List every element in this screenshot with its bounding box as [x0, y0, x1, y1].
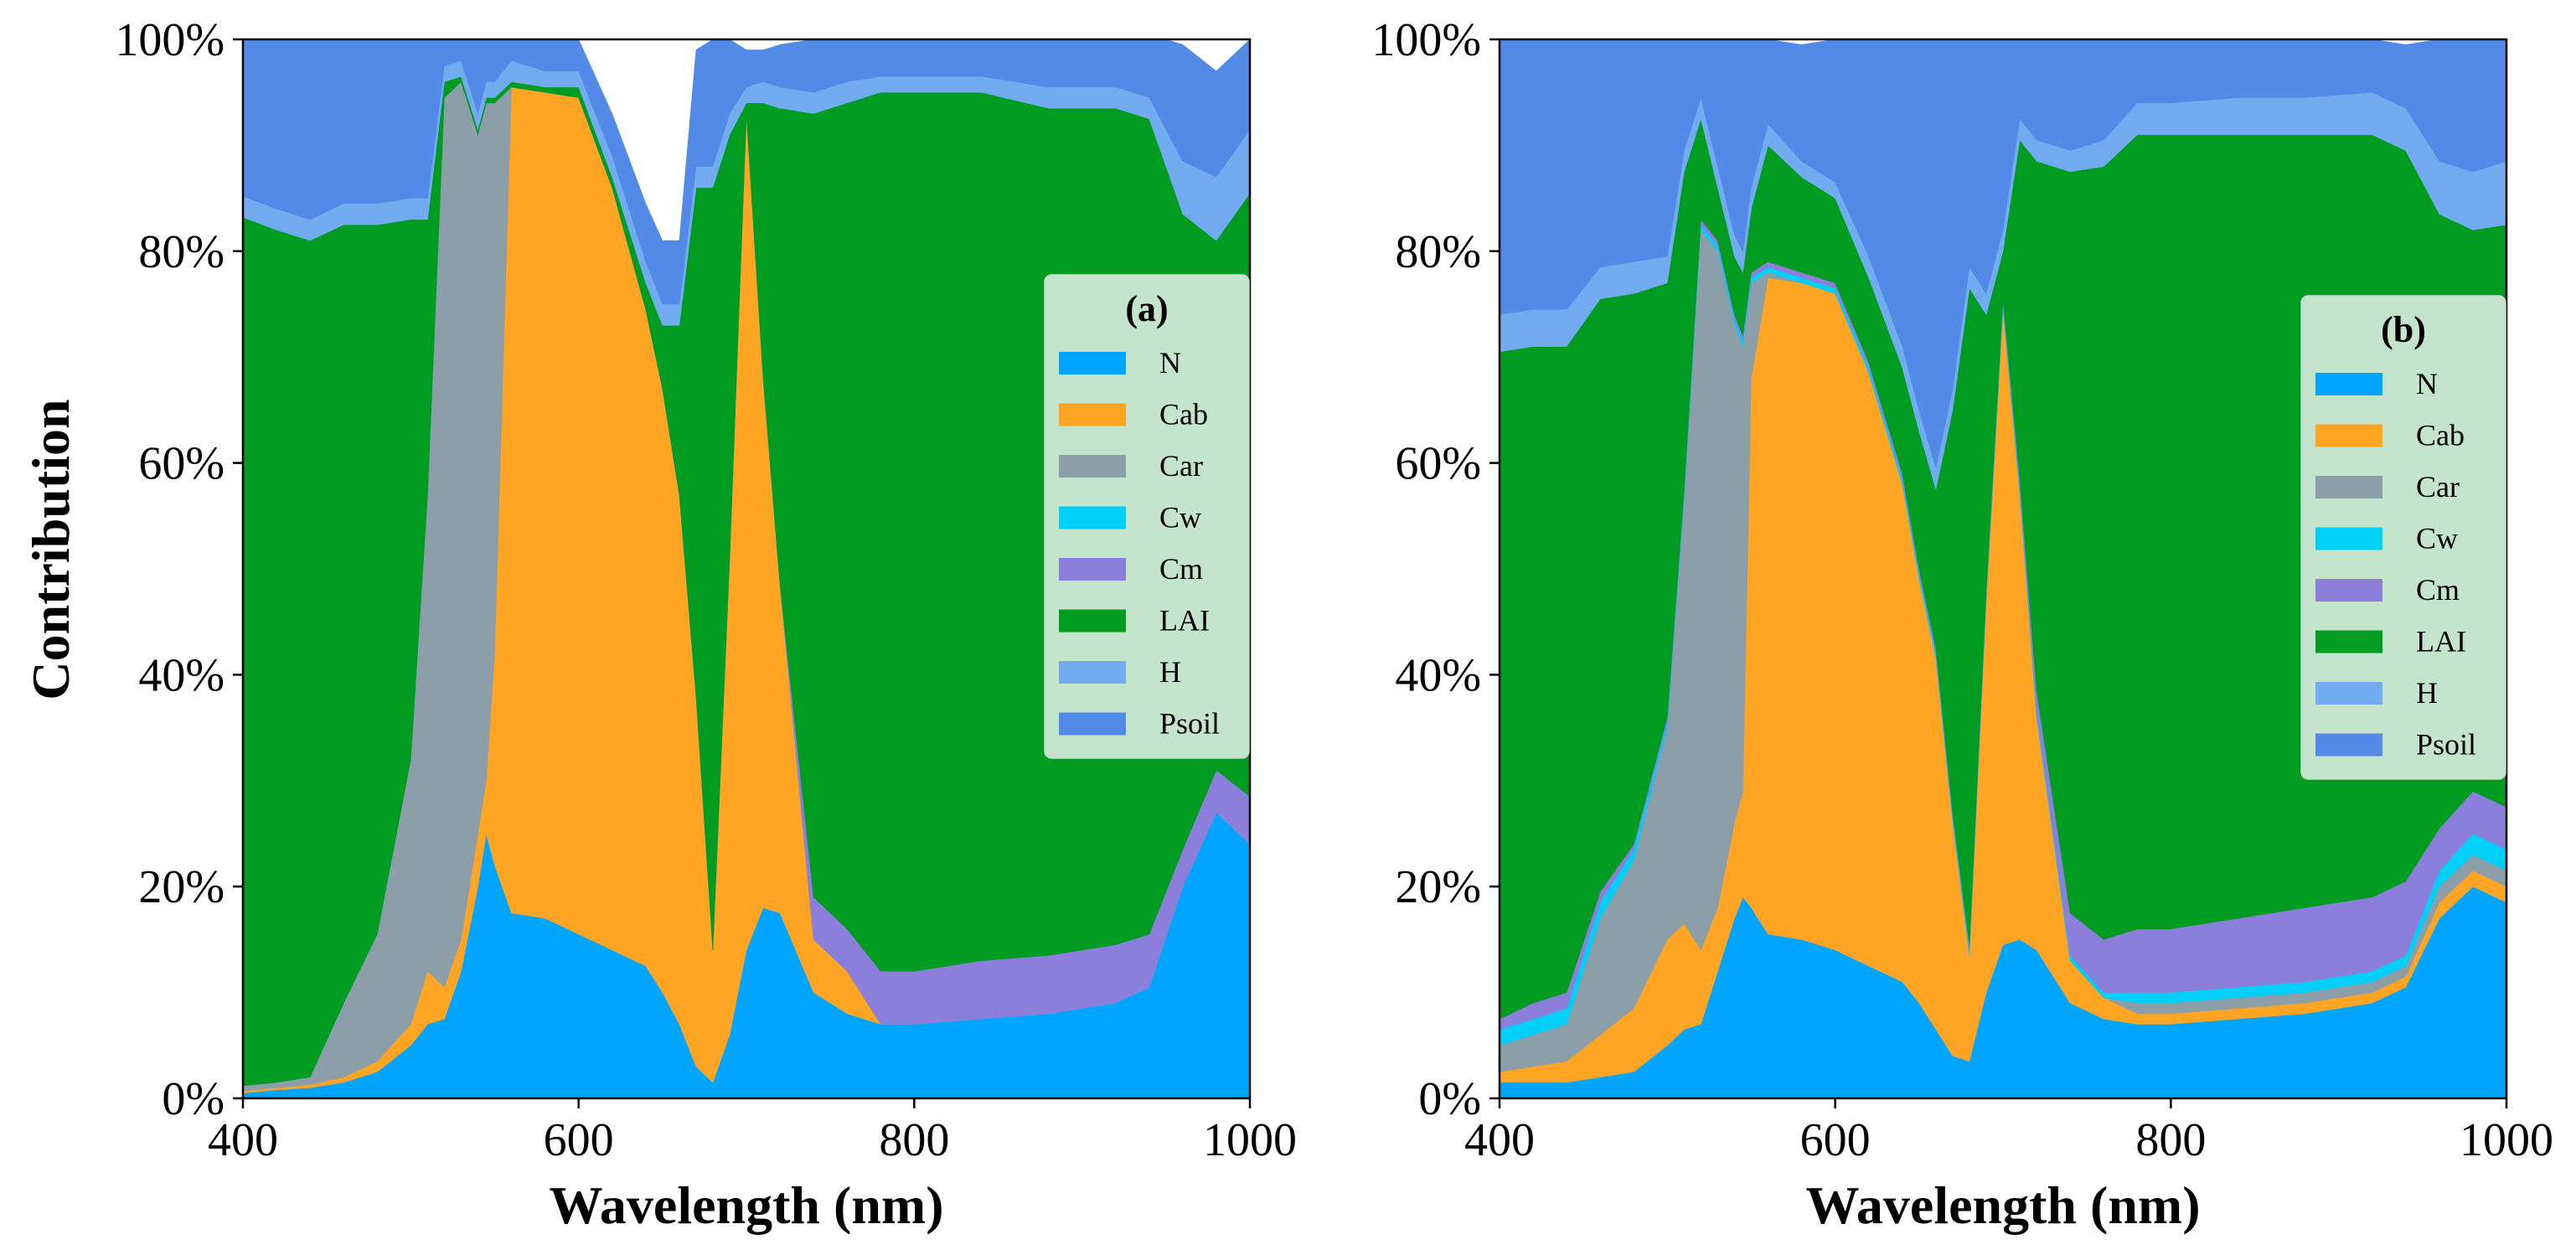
legend-label-psoil: Psoil	[2416, 728, 2476, 762]
legend-swatch-psoil	[1059, 712, 1126, 736]
x-axis-title: Wavelength (nm)	[549, 1175, 943, 1235]
legend-label-psoil: Psoil	[1159, 707, 1220, 741]
stack-areas	[1500, 39, 2506, 1098]
legend-title: (b)	[2381, 309, 2426, 350]
x-tick-label: 800	[2135, 1114, 2206, 1166]
legend-swatch-psoil	[2315, 733, 2382, 757]
legend-label-n: N	[1159, 346, 1181, 380]
y-tick-label: 0%	[1418, 1073, 1481, 1125]
legend-label-car: Car	[1159, 449, 1203, 483]
legend-swatch-cm	[2315, 579, 2382, 602]
legend-swatch-lai	[1059, 609, 1126, 633]
legend: (a) N Cab Car Cw Cm LAI H Psoil	[1044, 274, 1250, 759]
y-tick-label: 40%	[1395, 649, 1481, 701]
legend-swatch-cw	[2315, 527, 2382, 550]
legend-label-lai: LAI	[1159, 604, 1210, 638]
legend-swatch-cab	[2315, 424, 2382, 447]
legend-swatch-car	[1059, 455, 1126, 478]
x-tick-label: 1000	[2460, 1114, 2553, 1166]
y-tick-label: 60%	[1395, 438, 1481, 490]
plot-frame	[1498, 38, 2508, 1100]
legend-label-h: H	[1159, 655, 1181, 689]
legend-swatch-cab	[1059, 403, 1126, 426]
legend: (b) N Cab Car Cw Cm LAI H Psoil	[2300, 295, 2506, 780]
x-tick-label: 800	[879, 1114, 949, 1166]
legend-label-cab: Cab	[1159, 398, 1208, 431]
y-tick-label: 60%	[138, 438, 225, 490]
legend-label-cm: Cm	[1159, 552, 1203, 586]
y-tick-label: 80%	[138, 226, 225, 278]
legend-label-cm: Cm	[2416, 573, 2460, 607]
panel-a: 0% 20% 40% 60% 80% 100% 400 600 800 1000 Wavelengt…	[115, 14, 1297, 1235]
legend-swatch-h	[1059, 661, 1126, 684]
legend-swatch-cm	[1059, 558, 1126, 581]
area-psoil	[243, 39, 1250, 305]
y-tick-label: 20%	[1395, 861, 1481, 913]
x-axis-title: Wavelength (nm)	[1805, 1175, 2200, 1235]
x-tick-label: 400	[1464, 1114, 1535, 1166]
x-tick-label: 400	[208, 1114, 278, 1166]
plot-frame	[241, 38, 1252, 1100]
x-tick-label: 1000	[1203, 1114, 1297, 1166]
legend-swatch-h	[2315, 682, 2382, 705]
legend-label-h: H	[2416, 676, 2438, 710]
y-tick-label: 0%	[162, 1073, 225, 1125]
legend-box	[2300, 295, 2506, 780]
stack-areas	[243, 39, 1250, 1098]
y-tick-label: 100%	[115, 14, 225, 66]
legend-swatch-cw	[1059, 506, 1126, 529]
x-tick-label: 600	[1800, 1114, 1871, 1166]
panel-b: 0% 20% 40% 60% 80% 100% 400 600 800 1000 Wavelengt…	[1371, 14, 2553, 1235]
y-tick-label: 40%	[138, 649, 225, 701]
y-tick-label: 100%	[1371, 14, 1481, 66]
legend-label-cw: Cw	[1159, 501, 1201, 535]
x-tick-label: 600	[544, 1114, 614, 1166]
y-tick-label: 80%	[1395, 226, 1481, 278]
legend-title: (a)	[1125, 288, 1168, 329]
area-psoil	[1500, 39, 2506, 468]
legend-swatch-lai	[2315, 630, 2382, 653]
legend-label-lai: LAI	[2416, 625, 2466, 658]
legend-label-car: Car	[2416, 470, 2460, 504]
legend-swatch-car	[2315, 476, 2382, 498]
legend-box	[1044, 274, 1250, 759]
legend-swatch-n	[1059, 352, 1126, 374]
legend-label-cab: Cab	[2416, 419, 2465, 452]
legend-label-cw: Cw	[2416, 522, 2458, 555]
y-tick-label: 20%	[138, 861, 225, 913]
y-axis-title: Contribution	[21, 399, 80, 700]
legend-swatch-n	[2315, 373, 2382, 395]
legend-label-n: N	[2416, 367, 2438, 400]
